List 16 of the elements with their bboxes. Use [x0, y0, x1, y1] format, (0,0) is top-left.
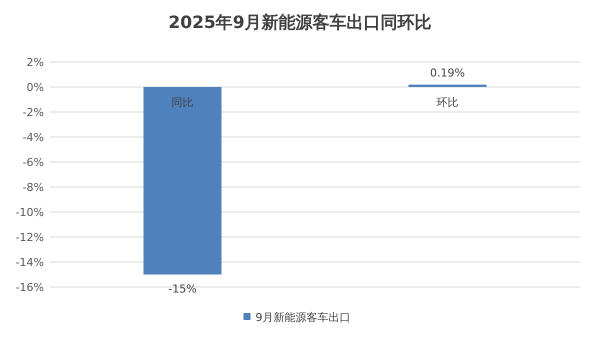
data-label: 0.19%	[430, 66, 465, 80]
y-tick-label: -6%	[22, 156, 44, 169]
x-tick-label: 同比	[172, 96, 194, 109]
y-tick-label: -14%	[16, 256, 44, 269]
data-label: -15%	[168, 282, 197, 296]
y-tick-label: -10%	[16, 206, 44, 219]
y-tick-label: -16%	[16, 281, 44, 294]
legend-label: 9月新能源客车出口	[256, 311, 350, 324]
y-tick-label: 2%	[26, 56, 44, 69]
y-tick-label: -8%	[22, 181, 44, 194]
x-tick-label: 环比	[436, 96, 458, 109]
y-tick-label: -4%	[22, 131, 44, 144]
y-tick-label: -2%	[22, 106, 44, 119]
y-tick-label: -12%	[16, 231, 44, 244]
chart-title: 2025年9月新能源客车出口同环比	[168, 13, 432, 33]
y-tick-label: 0%	[26, 81, 44, 94]
